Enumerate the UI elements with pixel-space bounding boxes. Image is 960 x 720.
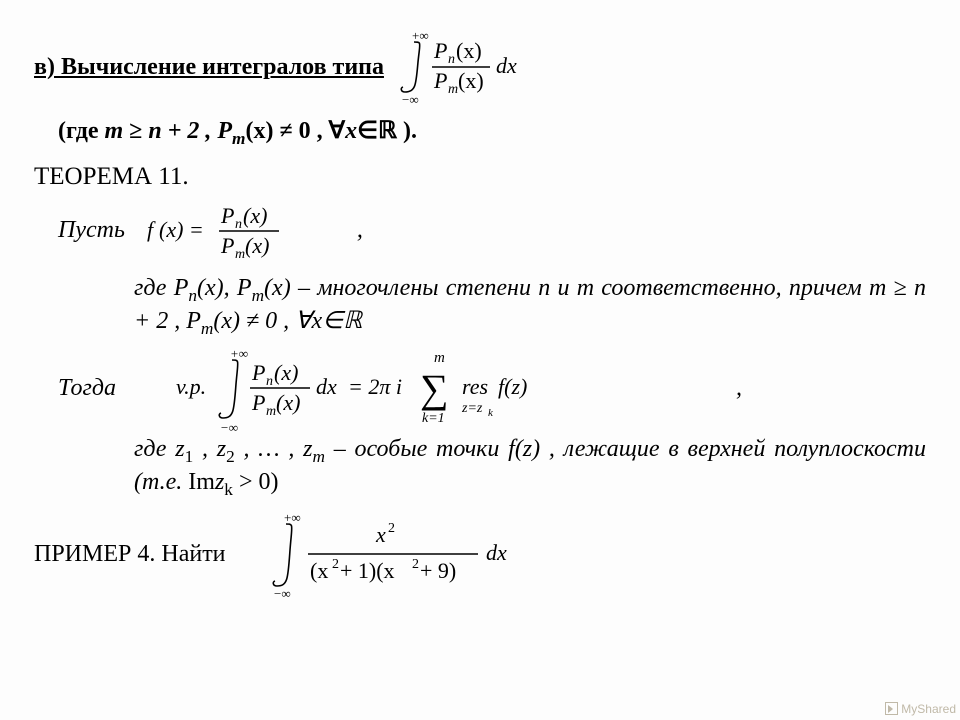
b2-a: где z (134, 436, 185, 462)
then-comma: , (736, 375, 742, 402)
fz: f(z) (498, 374, 527, 399)
then-int-upper: +∞ (230, 346, 248, 361)
b2-im: Im (188, 469, 215, 495)
let-comma: , (357, 217, 363, 244)
b2-sm: m (313, 446, 325, 465)
let-den-arg: (x) (245, 233, 269, 258)
cond-Pm: P (217, 118, 232, 144)
b2-m2: , … , z (235, 436, 313, 462)
ex-num-sup: 2 (388, 521, 395, 536)
num-arg: (x) (456, 38, 482, 63)
res: res (462, 374, 488, 399)
den-arg: (x) (458, 68, 484, 93)
sum-lower: k=1 (422, 411, 445, 426)
then-int-lower: −∞ (220, 420, 238, 435)
ex-dx: dx (486, 540, 507, 565)
ex-den-l-sup: 2 (332, 557, 339, 572)
example-integral: +∞ −∞ x 2 (x 2 + 1)(x 2 + 9) dx (260, 508, 580, 600)
watermark: MyShared (885, 700, 956, 716)
let-num-sub: n (235, 217, 242, 232)
let-word: Пусть (58, 217, 125, 244)
title-row: в) Вычисление интегралов типа +∞ −∞ P n … (34, 28, 926, 106)
condition-row: (где m ≥ n + 2 , Pm(x) ≠ 0 , ∀x∈ℝ ). (58, 116, 926, 149)
cond-Pm-sub: m (232, 129, 245, 148)
let-num-P: P (220, 203, 234, 228)
sigma-icon: ∑ (420, 366, 449, 411)
ex-den-r-sup: 2 (412, 557, 419, 572)
ex-int-lower: −∞ (274, 586, 291, 601)
ex-den-l: (x (310, 558, 328, 583)
then-eq: = 2π i (348, 374, 402, 399)
b1-a: где P (134, 275, 188, 301)
let-formula: f (x) = P n (x) P m (x) (143, 199, 353, 263)
b1-d: (x) ≠ 0 , ∀x∈ℝ (213, 308, 362, 334)
den-P: P (433, 68, 447, 93)
then-dx: dx (316, 374, 337, 399)
lhs-f: f (147, 217, 156, 242)
section-title: в) Вычисление интегралов типа (34, 54, 384, 81)
b2-gt: > 0) (233, 469, 279, 495)
vp: v.p. (176, 374, 206, 399)
integral-sign (401, 42, 420, 92)
b1-b: (x), P (197, 275, 252, 301)
then-den-P: P (251, 390, 265, 415)
then-word: Тогда (58, 375, 116, 402)
b2-s2: 2 (226, 446, 235, 465)
let-den-sub: m (235, 247, 245, 262)
let-num-arg: (x) (243, 203, 267, 228)
let-row: Пусть f (x) = P n (x) P m (x) , (58, 199, 926, 263)
then-integral-sign (219, 360, 238, 418)
b2-s1: 1 (185, 446, 194, 465)
sum-upper: m (434, 350, 445, 366)
example-label: ПРИМЕР 4. Найти (34, 541, 226, 568)
num-P: P (433, 38, 447, 63)
then-num-sub: n (266, 374, 273, 389)
res-sub: z=z (461, 401, 483, 416)
let-den-P: P (220, 233, 234, 258)
ex-den-r-tail: + 9) (420, 558, 456, 583)
b2-zk: z (215, 469, 224, 495)
num-sub: n (448, 52, 455, 67)
b1-msub2: m (201, 319, 213, 338)
theorem-label: ТЕОРЕМА 11. (34, 163, 926, 191)
b2-k: k (224, 480, 233, 499)
dx: dx (496, 53, 517, 78)
ex-integral-sign (273, 524, 292, 586)
ex-den-l-tail: + 1)(x (340, 558, 395, 583)
cond-m: m (105, 118, 124, 144)
cond-suffix: ). (397, 118, 417, 144)
example-row: ПРИМЕР 4. Найти +∞ −∞ x 2 (x 2 + 1)(x 2 … (34, 508, 926, 600)
ex-int-upper: +∞ (284, 510, 301, 525)
then-den-sub: m (266, 404, 276, 419)
then-formula: v.p. +∞ −∞ P n (x) P m (x) dx = 2π i m ∑… (176, 344, 736, 434)
b2-m1: , z (193, 436, 226, 462)
title-integral: +∞ −∞ P n (x) P m (x) dx (390, 28, 540, 106)
int-upper: +∞ (412, 28, 429, 43)
int-lower: −∞ (402, 92, 419, 107)
body-paragraph-1: где Pn(x), Pm(x) – многочлены степени n … (134, 273, 926, 340)
then-den-arg: (x) (276, 390, 300, 415)
page: в) Вычисление интегралов типа +∞ −∞ P n … (0, 0, 960, 720)
den-sub: m (448, 82, 458, 97)
body-paragraph-2: где z1 , z2 , … , zm – особые точки f(z)… (134, 434, 926, 501)
cond-n2: n + 2 , (148, 118, 217, 144)
res-sub-k: k (488, 407, 494, 419)
b1-nsub: n (188, 286, 197, 305)
cond-geq: ≥ (123, 118, 148, 144)
cond-prefix: (где (58, 118, 105, 144)
then-num-arg: (x) (274, 360, 298, 385)
cond-x: x (345, 118, 357, 144)
then-num-P: P (251, 360, 265, 385)
lhs-arg: (x) = (159, 217, 204, 242)
then-row: Тогда v.p. +∞ −∞ P n (x) P m (x) dx = 2π… (58, 344, 926, 434)
cond-Pm-arg: (x) (245, 118, 273, 144)
ex-num: x (375, 522, 386, 547)
watermark-text: MyShared (901, 702, 956, 716)
play-icon (885, 702, 898, 715)
cond-R: ℝ (378, 118, 397, 144)
b1-msub: m (252, 286, 264, 305)
cond-in: ∈ (357, 118, 378, 144)
cond-neq: ≠ 0 , ∀ (273, 118, 345, 144)
